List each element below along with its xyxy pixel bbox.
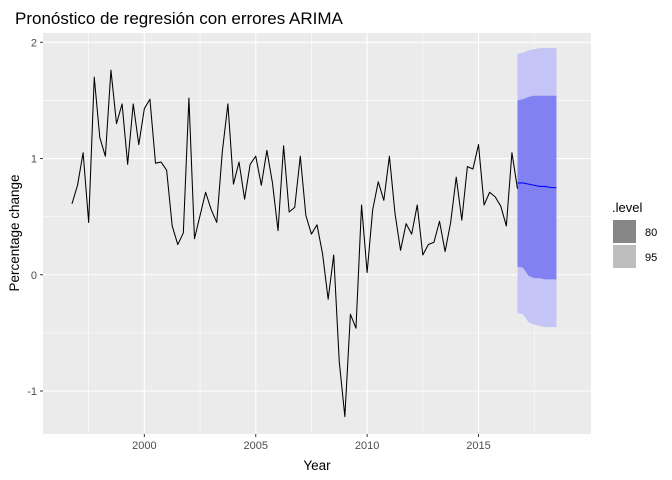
grid-major (43, 33, 591, 434)
y-axis-title: Percentage change (7, 174, 22, 291)
x-tick-label: 2000 (132, 440, 156, 452)
x-axis: 2000 2005 2010 2015 (132, 434, 491, 452)
legend-title: .level (612, 200, 642, 215)
plot-panel (43, 33, 591, 434)
y-tick-label: 2 (31, 37, 37, 49)
legend: .level 80 95 (612, 200, 657, 268)
series-lines (71, 69, 557, 418)
y-tick-label: 1 (31, 154, 37, 166)
y-tick-label: 0 (31, 270, 37, 282)
band-80 (517, 95, 557, 280)
x-tick-label: 2015 (466, 440, 490, 452)
forecast-mean-line (517, 182, 557, 189)
legend-label-80: 80 (645, 227, 657, 239)
y-axis: -1 0 1 2 (27, 37, 43, 398)
legend-key-80 (613, 220, 636, 243)
forecast-intervals (517, 48, 557, 328)
legend-label-95: 95 (645, 252, 657, 264)
x-tick-label: 2010 (355, 440, 379, 452)
x-axis-title: Year (303, 458, 331, 473)
y-tick-label: -1 (27, 386, 37, 398)
series-line (71, 69, 519, 418)
chart-title: Pronóstico de regresión con errores ARIM… (15, 9, 344, 28)
x-tick-label: 2005 (243, 440, 267, 452)
legend-key-95 (613, 245, 636, 268)
